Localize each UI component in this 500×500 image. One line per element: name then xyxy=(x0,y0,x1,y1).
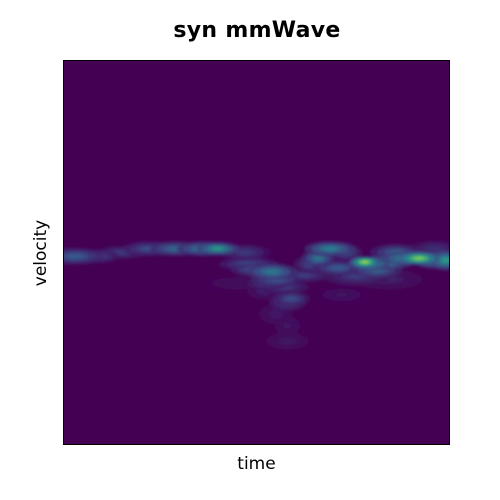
heatmap-cell xyxy=(349,256,381,268)
heatmap-cell-layer xyxy=(114,250,128,255)
heatmap-cell xyxy=(316,286,368,304)
heatmap-cells xyxy=(63,240,450,350)
heatmap-cell-layer xyxy=(428,246,441,251)
heatmap-cell-layer xyxy=(282,339,293,344)
heatmap-cell-layer xyxy=(228,281,246,286)
heatmap-cell-layer xyxy=(283,322,292,329)
heatmap-cell xyxy=(246,263,298,281)
heatmap-cell-layer xyxy=(265,269,279,274)
x-axis-label: time xyxy=(237,454,276,474)
heatmap xyxy=(63,60,450,445)
y-axis-label: velocity xyxy=(31,219,51,287)
heatmap-cell-layer xyxy=(67,254,82,259)
heatmap-cell-layer xyxy=(212,247,224,251)
heatmap-cell xyxy=(266,332,309,350)
heatmap-cell-layer xyxy=(238,250,252,255)
heatmap-cell-layer xyxy=(331,266,345,270)
heatmap-cell-layer xyxy=(413,256,425,260)
heatmap-cell-layer xyxy=(335,292,348,297)
chart-title: syn mmWave xyxy=(173,18,341,43)
heatmap-cell xyxy=(196,241,240,256)
heatmap-cell xyxy=(397,251,441,266)
heatmap-cell-layer xyxy=(286,296,296,301)
heatmap-cell xyxy=(63,247,105,265)
heatmap-cell-layer xyxy=(361,260,369,264)
heatmap-cell-layer xyxy=(271,311,281,317)
plot-frame xyxy=(63,60,450,445)
plot-area xyxy=(63,60,450,445)
heatmap-cell-layer xyxy=(441,257,450,263)
heatmap-cell xyxy=(304,241,356,257)
heatmap-cell-layer xyxy=(323,246,337,251)
heatmap-cell-layer xyxy=(314,256,323,261)
heatmap-cell xyxy=(272,291,310,307)
